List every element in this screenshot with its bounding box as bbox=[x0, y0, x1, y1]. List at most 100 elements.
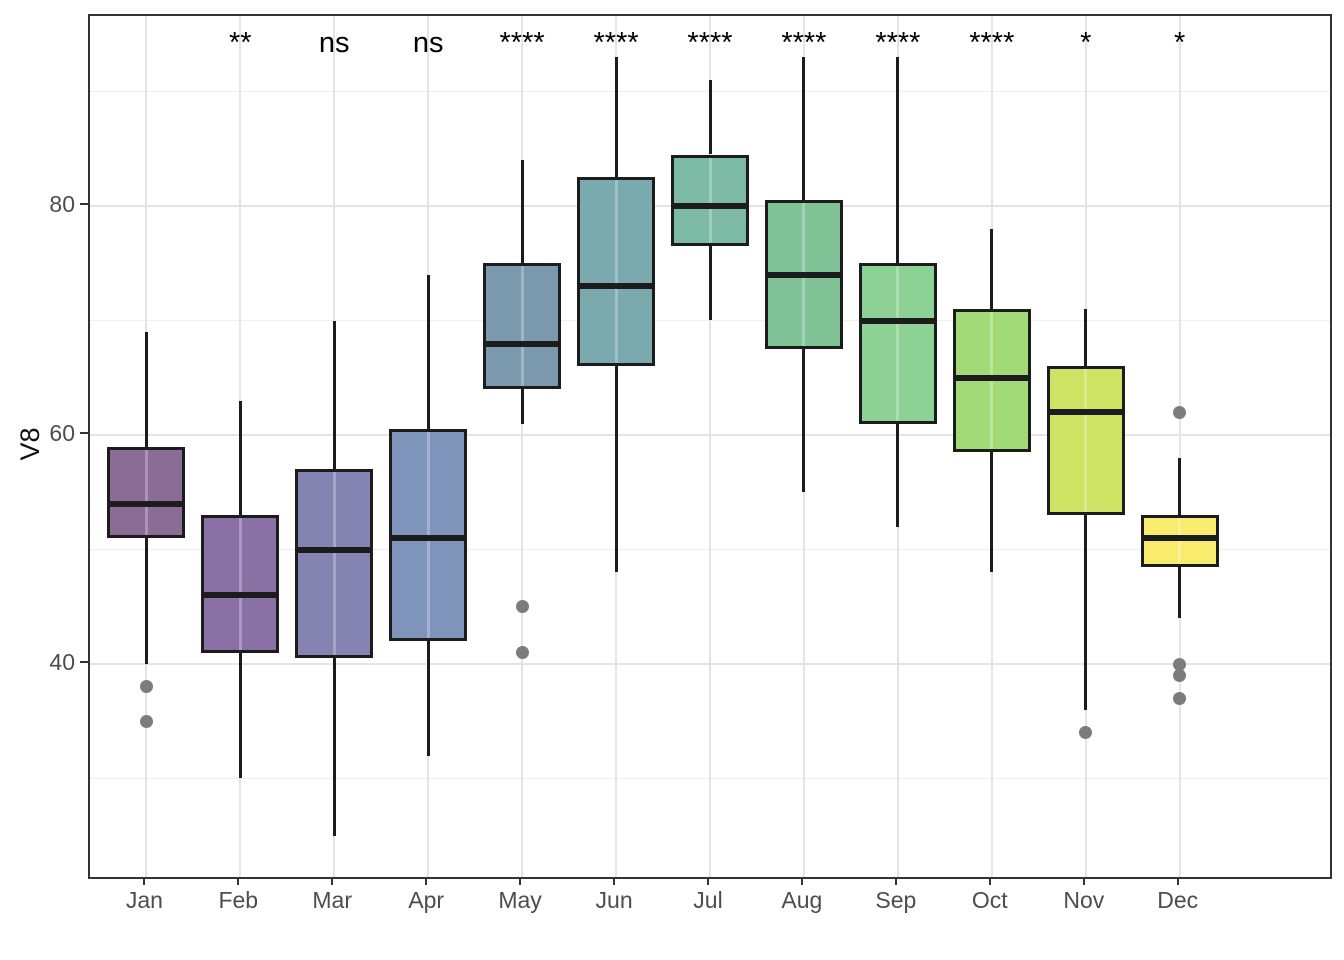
lower-whisker-may bbox=[520, 389, 524, 424]
median-line-oct bbox=[952, 374, 1031, 381]
upper-whisker-may bbox=[520, 160, 524, 264]
upper-whisker-mar bbox=[332, 320, 336, 470]
x-axis-tick-label: Dec bbox=[1157, 887, 1199, 913]
lower-whisker-nov bbox=[1084, 515, 1088, 710]
median-line-aug bbox=[764, 271, 843, 278]
median-line-feb bbox=[201, 592, 280, 599]
significance-label-oct: **** bbox=[969, 27, 1015, 59]
y-axis-tick bbox=[80, 203, 88, 206]
box-sep bbox=[858, 263, 937, 424]
box-nov bbox=[1046, 366, 1125, 516]
x-axis-tick bbox=[613, 877, 616, 885]
y-axis-tick-label: 40 bbox=[49, 649, 75, 675]
box-stripe-jun bbox=[614, 180, 618, 364]
box-mar bbox=[295, 469, 374, 659]
box-jun bbox=[577, 177, 656, 367]
median-line-jan bbox=[107, 500, 186, 507]
median-line-jul bbox=[671, 203, 749, 210]
box-stripe-feb bbox=[238, 518, 242, 650]
outlier-point-dec bbox=[1173, 405, 1187, 419]
y-axis-tick-label: 80 bbox=[49, 191, 75, 218]
outlier-point-dec bbox=[1173, 657, 1187, 671]
x-axis-tick-label: Feb bbox=[218, 887, 259, 913]
lower-whisker-mar bbox=[332, 658, 336, 836]
lower-whisker-jul bbox=[708, 246, 712, 321]
x-axis-tick-label: Jul bbox=[693, 887, 723, 913]
vertical-gridline bbox=[709, 16, 711, 877]
lower-whisker-feb bbox=[238, 652, 242, 779]
x-axis-tick bbox=[894, 877, 897, 885]
lower-whisker-oct bbox=[990, 452, 994, 573]
outlier-point-jan bbox=[139, 714, 153, 728]
median-line-mar bbox=[295, 546, 374, 553]
box-stripe-sep bbox=[896, 266, 900, 421]
box-may bbox=[483, 263, 562, 390]
x-axis-tick bbox=[1082, 877, 1085, 885]
x-axis-tick-label: Nov bbox=[1063, 887, 1105, 913]
x-axis-tick-label: Aug bbox=[781, 887, 823, 913]
x-axis-tick bbox=[988, 877, 991, 885]
plot-panel: ** ns ns **** **** **** **** **** **** * * bbox=[88, 14, 1332, 879]
box-stripe-jan bbox=[144, 449, 148, 536]
x-axis-tick bbox=[519, 877, 522, 885]
upper-whisker-nov bbox=[1084, 309, 1088, 367]
x-axis-tick bbox=[237, 877, 240, 885]
x-axis-tick bbox=[1176, 877, 1179, 885]
box-stripe-may bbox=[520, 266, 524, 387]
x-axis-tick-label: Oct bbox=[971, 887, 1008, 913]
lower-whisker-dec bbox=[1178, 566, 1182, 619]
median-line-apr bbox=[389, 535, 468, 542]
x-axis-tick-label: Apr bbox=[408, 887, 445, 913]
x-axis-tick-label: Jan bbox=[125, 887, 163, 913]
upper-whisker-jul bbox=[708, 80, 712, 155]
upper-whisker-jan bbox=[144, 332, 148, 447]
significance-label-apr: ns bbox=[412, 27, 444, 59]
box-stripe-jul bbox=[708, 157, 712, 244]
significance-label-mar: ns bbox=[318, 27, 350, 59]
outlier-point-may bbox=[515, 646, 529, 660]
upper-whisker-dec bbox=[1178, 457, 1182, 516]
y-axis-tick bbox=[80, 661, 88, 663]
x-axis-tick-label: Mar bbox=[312, 887, 352, 913]
significance-label-nov: * bbox=[1080, 27, 1092, 59]
significance-label-feb: ** bbox=[229, 27, 252, 59]
outlier-point-nov bbox=[1079, 726, 1093, 740]
outlier-point-jan bbox=[139, 680, 153, 694]
x-axis-tick bbox=[425, 877, 428, 885]
upper-whisker-feb bbox=[238, 400, 242, 516]
box-jul bbox=[671, 154, 749, 247]
lower-whisker-jan bbox=[144, 538, 148, 664]
significance-label-may: **** bbox=[499, 27, 545, 59]
median-line-dec bbox=[1140, 535, 1219, 542]
significance-label-jun: **** bbox=[593, 27, 639, 59]
median-line-jun bbox=[577, 283, 656, 290]
x-axis-tick-label: Jun bbox=[595, 887, 633, 913]
box-feb bbox=[201, 515, 280, 653]
x-axis-tick bbox=[331, 877, 334, 885]
median-line-nov bbox=[1046, 409, 1125, 416]
outlier-point-dec bbox=[1173, 691, 1187, 705]
vertical-gridline bbox=[521, 16, 524, 877]
upper-whisker-sep bbox=[896, 57, 900, 264]
x-axis-tick bbox=[800, 877, 803, 885]
y-axis-tick bbox=[80, 432, 88, 435]
median-line-sep bbox=[858, 317, 937, 324]
outlier-point-dec bbox=[1173, 669, 1187, 682]
upper-whisker-aug bbox=[802, 57, 806, 201]
significance-label-jul: **** bbox=[687, 27, 733, 59]
lower-whisker-aug bbox=[802, 349, 806, 493]
box-stripe-mar bbox=[332, 472, 336, 656]
outlier-point-may bbox=[515, 600, 529, 614]
y-axis-tick-label: 60 bbox=[49, 420, 75, 447]
lower-whisker-apr bbox=[426, 641, 430, 756]
vertical-gridline bbox=[1178, 16, 1181, 877]
x-axis-tick bbox=[143, 877, 146, 885]
x-axis-tick bbox=[707, 877, 709, 885]
upper-whisker-apr bbox=[426, 274, 430, 430]
lower-whisker-sep bbox=[896, 423, 900, 527]
median-line-may bbox=[483, 340, 562, 347]
box-stripe-nov bbox=[1084, 369, 1088, 513]
upper-whisker-oct bbox=[990, 229, 994, 310]
lower-whisker-jun bbox=[614, 366, 618, 573]
